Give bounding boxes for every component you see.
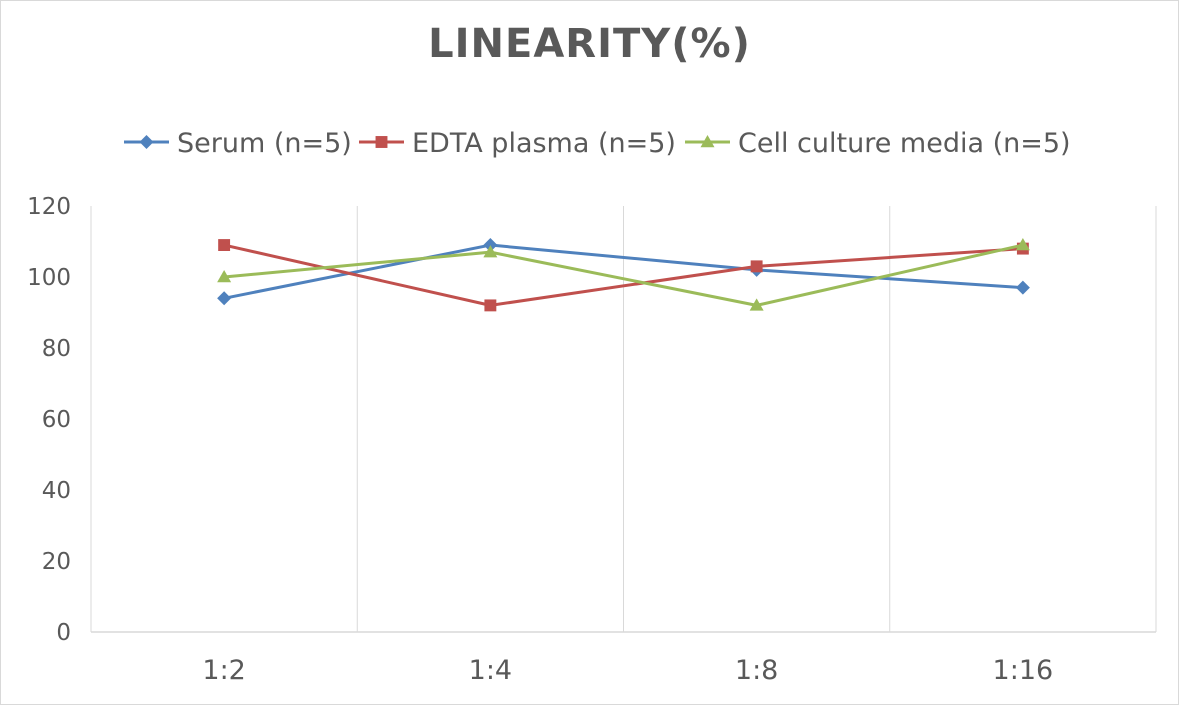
y-tick-label: 80 [42, 336, 71, 362]
legend-marker [700, 135, 715, 148]
chart-title: LINEARITY(%) [428, 21, 751, 67]
data-point [1015, 238, 1030, 251]
x-tick-label: 1:8 [735, 655, 778, 686]
series-line [222, 243, 1025, 307]
data-point [483, 245, 498, 258]
axes: 0 20 40 60 80 100 120 1:2 1:4 1:8 1:16 [27, 194, 1156, 686]
y-tick-label: 60 [42, 407, 71, 433]
x-tick-label: 1:2 [202, 655, 245, 686]
data-point [484, 299, 497, 312]
legend: Serum (n=5) EDTA plasma (n=5) Cell culture… [124, 128, 1071, 159]
data-point [217, 291, 232, 306]
series-line [222, 243, 1025, 300]
data-point [1015, 280, 1030, 295]
x-tick-label: 1:4 [469, 655, 512, 686]
y-tick-label: 20 [42, 549, 71, 575]
legend-item-1: Serum (n=5) [124, 128, 352, 159]
x-tick-label: 1:16 [993, 655, 1054, 686]
data-point [217, 270, 232, 283]
legend-item-2: EDTA plasma (n=5) [359, 128, 676, 159]
y-tick-label: 40 [42, 478, 71, 504]
y-tick-label: 120 [27, 194, 71, 220]
data-point [749, 298, 764, 311]
legend-label: Cell culture media (n=5) [738, 128, 1071, 159]
data-point [218, 239, 231, 251]
legend-label: EDTA plasma (n=5) [412, 128, 676, 159]
y-tick-label: 100 [27, 265, 71, 291]
series-lines [217, 238, 1030, 312]
legend-marker [375, 136, 388, 148]
series-3 [217, 238, 1030, 311]
series-line [222, 243, 1025, 307]
legend-label: Serum (n=5) [177, 128, 352, 159]
data-point [483, 238, 498, 253]
legend-item-3: Cell culture media (n=5) [685, 128, 1071, 159]
y-tick-label: 0 [56, 620, 71, 646]
gridlines [90, 206, 1157, 632]
legend-marker [139, 135, 154, 149]
data-point [750, 260, 763, 273]
